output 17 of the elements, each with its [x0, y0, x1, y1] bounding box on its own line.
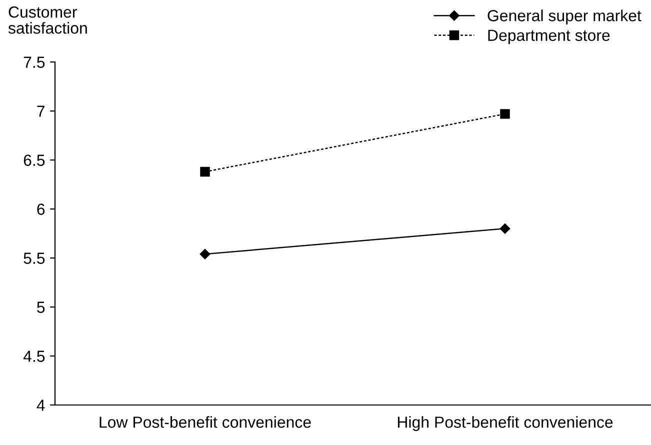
legend-label: Department store [488, 30, 610, 44]
point [500, 223, 510, 234]
legend-label: General super market [488, 10, 642, 24]
y-tick-label: 7 [37, 106, 44, 117]
x-tick-label: Low Post-benefit convenience [100, 416, 311, 428]
y-tick-label: 4 [36, 400, 45, 411]
x-tick-label: High Post-benefit convenience [398, 416, 613, 431]
y-tick-label: 6.5 [24, 154, 45, 166]
y-tick-label: 6 [37, 204, 45, 215]
y-tick-label: 5 [37, 302, 45, 313]
point [500, 109, 510, 119]
point [200, 166, 210, 177]
y-axis-title: Customer satisfaction [8, 6, 87, 34]
point [200, 248, 210, 260]
y-tick-label: 5.5 [24, 252, 45, 264]
y-tick-label: 7.5 [24, 56, 45, 68]
y-tick-label: 4.5 [23, 350, 45, 362]
